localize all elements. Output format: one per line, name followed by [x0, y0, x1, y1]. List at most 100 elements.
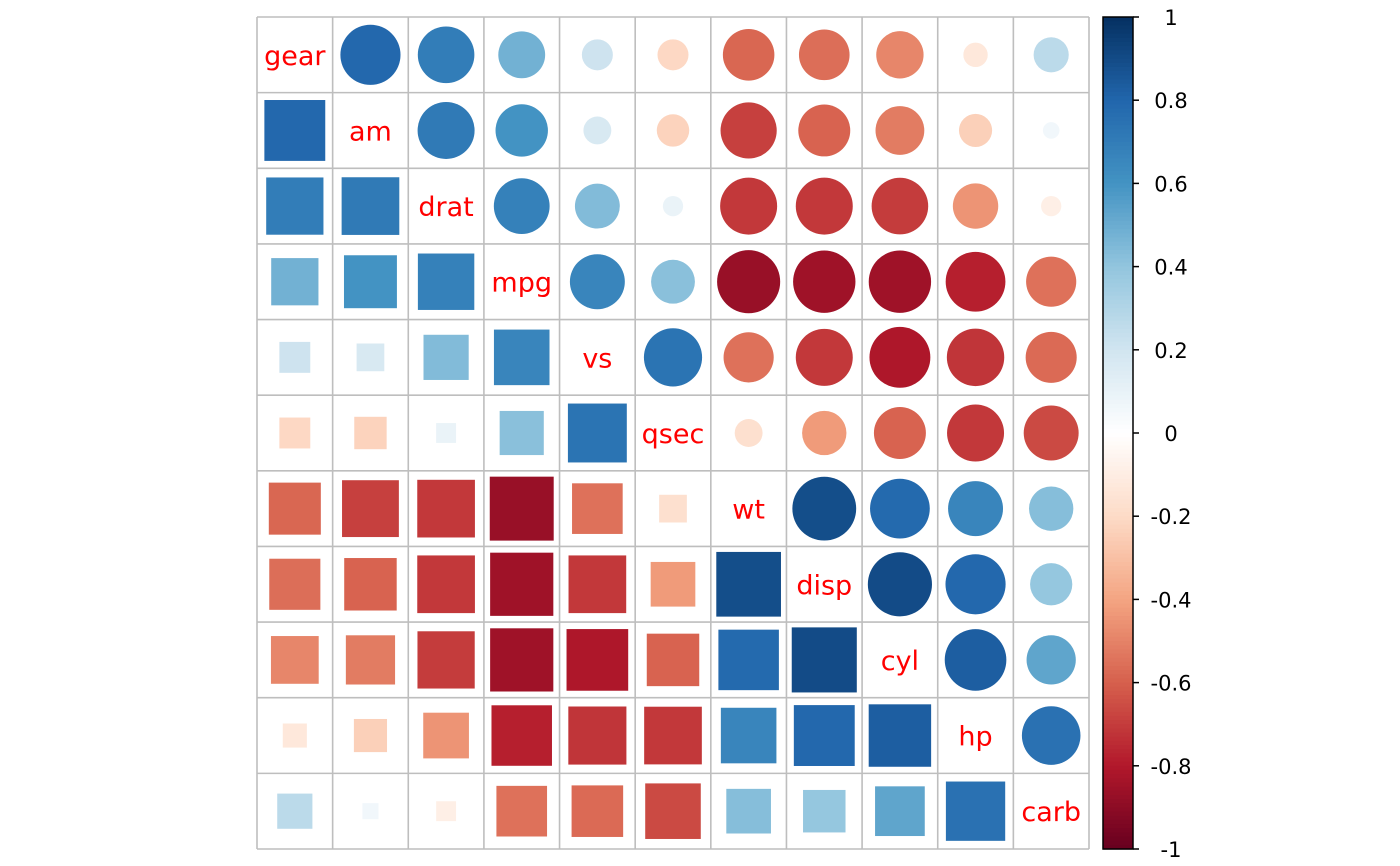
square-hp-drat: [422, 711, 470, 760]
colorbar-segment: [1103, 158, 1133, 164]
colorbar-segment: [1103, 25, 1133, 31]
circle-drat-wt: [720, 177, 778, 235]
circle-gear-hp: [963, 42, 988, 68]
colorbar-segment: [1103, 141, 1133, 147]
square-carb-disp: [802, 788, 847, 834]
colorbar-segment: [1103, 794, 1133, 800]
square-mpg-am: [342, 254, 398, 310]
colorbar-segment: [1103, 254, 1133, 259]
colorbar-segment: [1103, 661, 1133, 667]
colorbar-segment: [1103, 145, 1133, 151]
variable-label-cyl: cyl: [881, 646, 919, 677]
square-cyl-gear: [269, 635, 320, 685]
colorbar-segment: [1103, 774, 1133, 779]
square-disp-qsec: [649, 560, 697, 608]
circle-gear-mpg: [498, 31, 546, 79]
circle-am-mpg: [495, 104, 548, 157]
variable-label-hp: hp: [958, 722, 992, 753]
colorbar-segment: [1103, 54, 1133, 60]
colorbar-tick-label: 0.6: [1154, 172, 1187, 196]
colorbar-segment: [1103, 79, 1133, 85]
colorbar-segment: [1103, 162, 1133, 168]
colorbar-segment: [1103, 645, 1133, 650]
colorbar-segment: [1103, 125, 1133, 130]
colorbar-segment: [1103, 678, 1133, 684]
colorbar-segment: [1103, 695, 1133, 700]
colorbar-segment: [1103, 50, 1133, 56]
colorbar-segment: [1103, 724, 1133, 729]
colorbar-segment: [1103, 537, 1133, 542]
colorbar-segment: [1103, 624, 1133, 630]
colorbar-segment: [1103, 441, 1133, 447]
circle-am-cyl: [875, 106, 925, 155]
colorbar-segment: [1103, 108, 1133, 114]
colorbar-segment: [1103, 21, 1133, 26]
square-cyl-vs: [565, 628, 630, 692]
circle-am-vs: [583, 116, 612, 145]
colorbar-segment: [1103, 632, 1133, 638]
square-hp-cyl: [867, 703, 933, 768]
circle-am-hp: [958, 113, 993, 148]
colorbar-segment: [1103, 366, 1133, 372]
colorbar-segment: [1103, 399, 1133, 405]
colorbar-segment: [1103, 241, 1133, 247]
square-disp-drat: [416, 554, 476, 615]
colorbar-segment: [1103, 786, 1133, 792]
colorbar-segment: [1103, 549, 1133, 555]
colorbar-segment: [1103, 690, 1133, 696]
colorbar-segment: [1103, 220, 1133, 226]
colorbar-segment: [1103, 528, 1133, 534]
colorbar-segment: [1103, 408, 1133, 413]
colorbar-segment: [1103, 191, 1133, 197]
circle-drat-hp: [952, 183, 999, 229]
circle-am-drat: [417, 101, 475, 159]
variable-label-qsec: qsec: [642, 419, 705, 450]
colorbar-segment: [1103, 333, 1133, 338]
colorbar-segment: [1103, 237, 1133, 243]
circle-qsec-disp: [802, 410, 847, 456]
colorbar-tick-label: 1: [1164, 6, 1177, 30]
square-carb-qsec: [644, 782, 702, 840]
colorbar-segment: [1103, 761, 1133, 767]
colorbar-segment: [1103, 665, 1133, 671]
circle-cyl-carb: [1026, 635, 1076, 685]
circle-mpg-cyl: [868, 250, 932, 313]
circle-mpg-wt: [717, 250, 781, 314]
variable-label-am: am: [349, 116, 392, 147]
square-carb-vs: [570, 784, 625, 838]
colorbar-segment: [1103, 815, 1133, 821]
square-disp-wt: [715, 550, 782, 618]
colorbar-segment: [1103, 507, 1133, 513]
variable-label-gear: gear: [264, 41, 326, 72]
colorbar-segment: [1103, 316, 1133, 322]
colorbar-segment: [1103, 428, 1133, 434]
colorbar-tick-label: -0.2: [1151, 505, 1192, 529]
colorbar-segment: [1103, 433, 1133, 438]
colorbar-segment: [1103, 778, 1133, 784]
square-carb-cyl: [874, 785, 926, 838]
colorbar-segment: [1103, 112, 1133, 118]
colorbar-segment: [1103, 703, 1133, 709]
circle-drat-vs: [574, 183, 620, 229]
colorbar-segment: [1103, 341, 1133, 347]
colorbar-segment: [1103, 71, 1133, 76]
colorbar-segment: [1103, 595, 1133, 600]
circle-disp-carb: [1030, 563, 1073, 606]
colorbar-segment: [1103, 437, 1133, 442]
colorbar-segment: [1103, 391, 1133, 397]
circle-vs-cyl: [869, 326, 931, 388]
colorbar-segment: [1103, 628, 1133, 634]
square-drat-am: [340, 176, 401, 236]
colorbar-segment: [1103, 844, 1133, 850]
square-hp-wt: [719, 706, 778, 765]
square-qsec-gear: [278, 416, 312, 450]
colorbar-segment: [1103, 840, 1133, 846]
colorbar-segment: [1103, 353, 1133, 359]
variable-label-carb: carb: [1021, 797, 1081, 828]
colorbar-tick-label: -1: [1161, 838, 1182, 862]
square-qsec-am: [353, 415, 388, 451]
square-carb-wt: [725, 787, 772, 835]
colorbar-segment: [1103, 137, 1133, 143]
square-disp-vs: [567, 554, 628, 615]
